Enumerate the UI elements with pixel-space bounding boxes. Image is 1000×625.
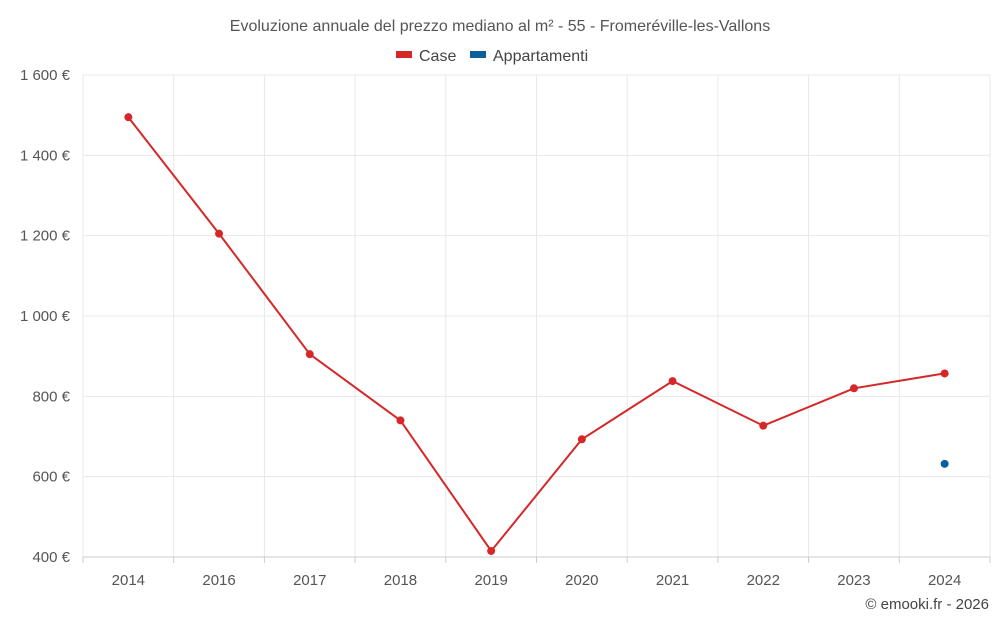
series-line-case bbox=[127, 116, 945, 553]
data-point-case[interactable] bbox=[215, 229, 224, 238]
series bbox=[124, 113, 949, 555]
data-point-case[interactable] bbox=[487, 546, 496, 555]
y-tick-label: 400 € bbox=[32, 549, 70, 566]
x-tick-label: 2018 bbox=[384, 572, 417, 589]
data-point-case[interactable] bbox=[124, 113, 133, 122]
y-tick-label: 800 € bbox=[32, 388, 70, 405]
data-point-case[interactable] bbox=[668, 377, 677, 386]
legend-swatch-appartamenti bbox=[470, 51, 486, 58]
data-point-case[interactable] bbox=[577, 435, 586, 444]
data-point-case[interactable] bbox=[940, 369, 949, 378]
data-point-case[interactable] bbox=[305, 350, 314, 359]
y-tick-label: 600 € bbox=[32, 469, 70, 486]
data-point-appartamenti[interactable] bbox=[940, 459, 949, 468]
y-tick-label: 1 200 € bbox=[20, 228, 71, 245]
x-axis-ticks: 2014 2016 2017 2018 2019 2020 2021 2022 2023 2024 bbox=[112, 572, 962, 589]
legend-label-appartamenti[interactable]: Appartamenti bbox=[493, 48, 588, 65]
y-axis-ticks: 400 € 600 € 800 € 1 000 € 1 200 € 1 400 € 1 60… bbox=[20, 67, 71, 566]
y-tick-label: 1 400 € bbox=[20, 147, 71, 164]
x-tick-label: 2021 bbox=[656, 572, 689, 589]
grid bbox=[82, 74, 991, 558]
y-tick-label: 1 600 € bbox=[20, 67, 71, 84]
legend-swatch-case bbox=[396, 51, 412, 58]
x-tick-label: 2022 bbox=[747, 572, 780, 589]
data-point-case[interactable] bbox=[396, 416, 405, 425]
chart-title: Evoluzione annuale del prezzo mediano al… bbox=[230, 18, 770, 35]
x-tick-label: 2016 bbox=[202, 572, 235, 589]
credit-text: © emooki.fr - 2026 bbox=[865, 596, 989, 613]
x-tick-label: 2023 bbox=[837, 572, 870, 589]
x-tick-label: 2019 bbox=[474, 572, 507, 589]
legend: Case Appartamenti bbox=[396, 48, 588, 65]
x-tick-label: 2020 bbox=[565, 572, 598, 589]
y-tick-label: 1 000 € bbox=[20, 308, 71, 325]
data-point-case[interactable] bbox=[759, 421, 768, 430]
x-tick-label: 2024 bbox=[928, 572, 961, 589]
x-tick-label: 2017 bbox=[293, 572, 326, 589]
axes bbox=[82, 556, 991, 563]
data-point-case[interactable] bbox=[849, 384, 858, 393]
x-tick-label: 2014 bbox=[112, 572, 145, 589]
legend-label-case[interactable]: Case bbox=[419, 48, 456, 65]
